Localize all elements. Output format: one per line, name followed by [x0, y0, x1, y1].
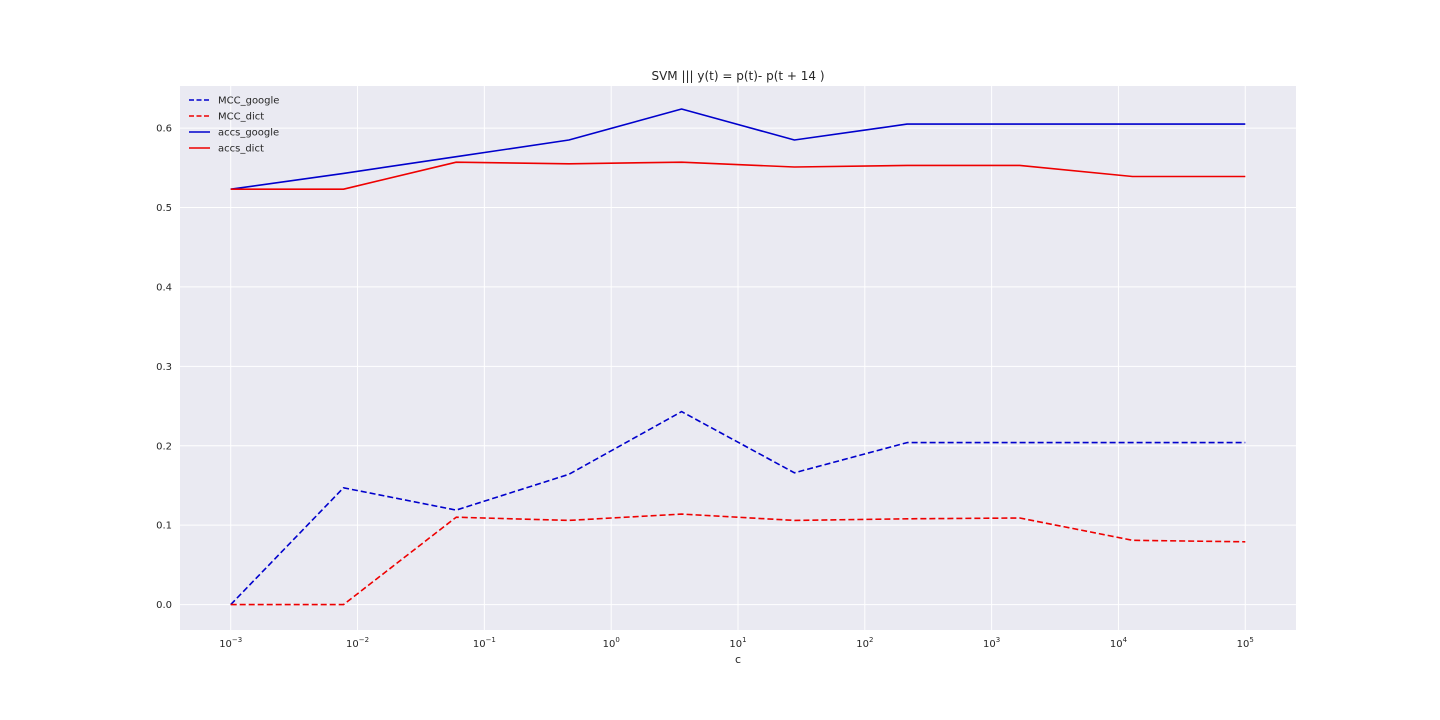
x-tick-label: 10−3	[219, 636, 242, 650]
x-tick-label: 100	[603, 636, 620, 650]
chart-title: SVM ||| y(t) = p(t)- p(t + 14 )	[651, 69, 824, 83]
series-layer	[230, 108, 1246, 606]
x-tick-label: 105	[1237, 636, 1254, 650]
x-tick-labels: 10−3 10−2 10−1 100 101 102 103 104 105	[219, 636, 1254, 650]
y-tick-label: 0.6	[156, 124, 172, 135]
x-tick-label: 10−1	[473, 636, 496, 650]
y-tick-label: 0.5	[156, 203, 172, 214]
y-tick-labels: 0.0 0.1 0.2 0.3 0.4 0.5 0.6	[156, 124, 172, 611]
x-axis-label: c	[735, 653, 741, 666]
series-line-accs-dict	[230, 161, 1246, 190]
x-tick-label: 104	[1110, 636, 1128, 650]
y-tick-label: 0.0	[156, 600, 172, 611]
legend-label: MCC_google	[218, 96, 279, 107]
y-tick-label: 0.4	[156, 282, 172, 293]
legend: MCC_google MCC_dict accs_google accs_dict	[189, 96, 279, 155]
y-tick-label: 0.1	[156, 521, 172, 532]
x-tick-label: 101	[729, 636, 746, 650]
series-line-accs-google	[230, 108, 1246, 190]
grid-layer	[180, 86, 1296, 630]
y-tick-label: 0.2	[156, 441, 172, 452]
y-tick-label: 0.3	[156, 362, 172, 373]
x-tick-label: 102	[856, 636, 873, 650]
x-tick-label: 10−2	[346, 636, 369, 650]
legend-label: MCC_dict	[218, 112, 264, 123]
legend-label: accs_dict	[218, 144, 264, 155]
series-line-mcc-dict	[230, 513, 1246, 606]
legend-label: accs_google	[218, 128, 279, 139]
x-tick-label: 103	[983, 636, 1000, 650]
series-line-mcc-google	[230, 410, 1246, 606]
